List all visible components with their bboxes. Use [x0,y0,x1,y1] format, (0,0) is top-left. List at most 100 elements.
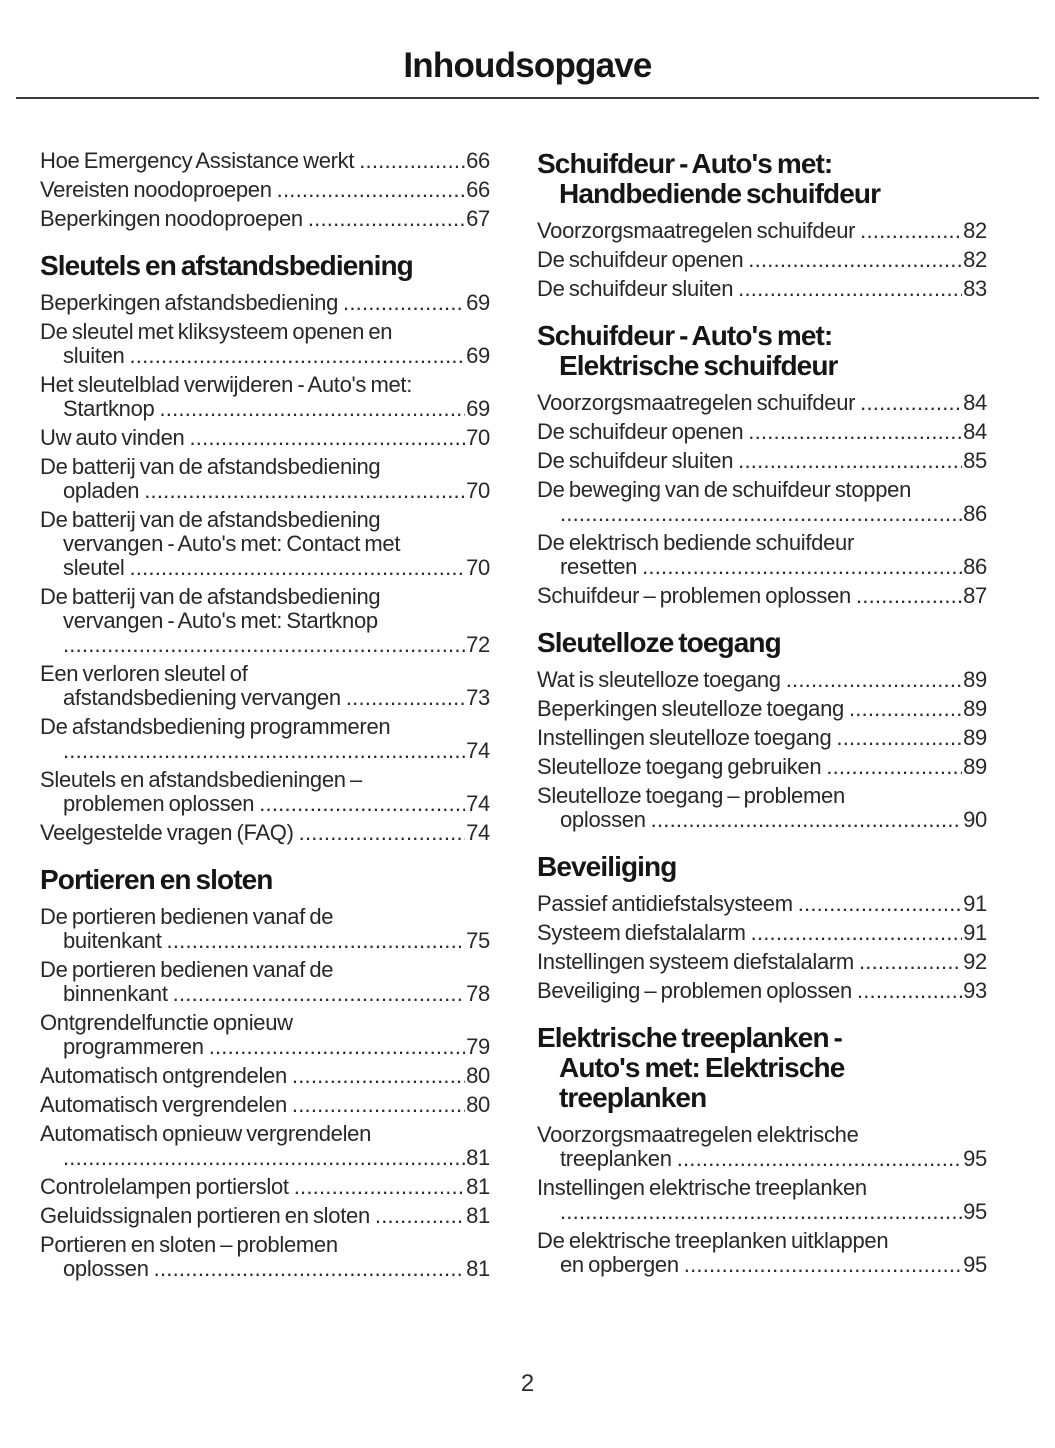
toc-entry-text: problemen oplossen [63,791,255,816]
toc-entry-text-line: De batterij van de afstandsbediening [40,454,381,479]
toc-entry: Schuifdeur – problemen oplossen.........… [537,584,987,608]
toc-entry-text-line: De elektrische treeplanken uitklappen [537,1228,889,1253]
toc-entry-page-number: 95 [963,1252,987,1277]
toc-entry-page-number: 67 [466,206,490,231]
toc-entry: De schuifdeur openen....................… [537,420,987,444]
toc-entry: Hoe Emergency Assistance werkt..........… [40,149,490,173]
page-number: 2 [520,1370,535,1397]
toc-entry-text: Wat is sleutelloze toegang [537,667,781,692]
toc-entry-text: resetten [560,554,638,579]
toc-entry-page-number: 86 [963,554,987,579]
toc-entry: Het sleutelblad verwijderen - Auto's met… [40,373,490,421]
toc-entry-text: sleutel [63,555,125,580]
dot-leader: ........................................… [860,219,962,243]
toc-entry-page-number: 89 [963,725,987,750]
section-heading: Portieren en sloten [40,865,490,895]
dot-leader: ........................................… [144,479,465,503]
toc-entry-last-line: afstandsbediening vervangen.............… [40,686,490,710]
dot-leader: ........................................… [836,726,963,750]
toc-entries-group: Hoe Emergency Assistance werkt..........… [40,149,490,231]
section-heading-line: Schuifdeur - Auto's met: [537,148,833,179]
toc-entry-page-number: 80 [466,1092,490,1117]
toc-column-right: Schuifdeur - Auto's met: Handbediende sch… [537,149,987,1286]
dot-leader: ........................................… [748,248,963,272]
toc-entry-text: Automatisch ontgrendelen [40,1063,287,1088]
toc-entry-page-number: 74 [466,820,490,845]
toc-entry-page-number: 75 [466,928,490,953]
toc-entry: Automatisch opnieuw vergrendelen........… [40,1122,490,1170]
section-heading-line: Sleutelloze toegang [537,627,782,658]
toc-entry-last-line: buitenkant..............................… [40,929,490,953]
toc-entry: Sleutelloze toegang – problemen oplossen.… [537,784,987,832]
toc-entry-last-line: Veelgestelde vragen (FAQ)...............… [40,821,490,845]
toc-entry: Voorzorgsmaatregelen elektrische treeplan… [537,1123,987,1171]
toc-entry-page-number: 81 [466,1203,490,1228]
dot-leader: ........................................… [642,555,962,579]
toc-entry-page-number: 66 [466,148,490,173]
toc-entry: De sleutel met kliksysteem openen en slui… [40,320,490,368]
toc-entry-text-line: vervangen - Auto's met: Contact met [63,531,401,556]
toc-entry-text: Instellingen systeem diefstalalarm [537,949,854,974]
toc-entry-last-line: Hoe Emergency Assistance werkt..........… [40,149,490,173]
toc-entry-page-number: 80 [466,1063,490,1088]
toc-entry: Portieren en sloten – problemen oplossen.… [40,1233,490,1281]
toc-entry-page-number: 66 [466,177,490,202]
toc-entry-page-number: 84 [963,390,987,415]
toc-entry-text-line: Een verloren sleutel of [40,661,248,686]
toc-entry-last-line: oplossen................................… [537,808,987,832]
toc-entry: Vereisten noodoproepen..................… [40,178,490,202]
toc-entry-last-line: ........................................… [40,739,490,763]
toc-entry-text-line: Instellingen elektrische treeplanken [537,1175,867,1200]
dot-leader: ........................................… [166,929,466,953]
dot-leader: ........................................… [826,755,962,779]
dot-leader: ........................................… [359,149,465,173]
toc-entry-last-line: ........................................… [40,1146,490,1170]
toc-entry-page-number: 79 [466,1034,490,1059]
dot-leader: ........................................… [560,502,962,526]
dot-leader: ........................................… [855,584,962,608]
toc-entry-text: treeplanken [560,1146,672,1171]
toc-entry-last-line: Controlelampen portierslot..............… [40,1175,490,1199]
toc-entry-last-line: Voorzorgsmaatregelen schuifdeur.........… [537,219,987,243]
toc-entry-text: afstandsbediening vervangen [63,685,341,710]
toc-entry: Instellingen sleutelloze toegang........… [537,726,987,750]
dot-leader: ........................................… [293,1175,465,1199]
dot-leader: ........................................… [858,950,962,974]
toc-entry-page-number: 91 [963,920,987,945]
toc-entry-text: programmeren [63,1034,204,1059]
toc-entry-last-line: ........................................… [537,502,987,526]
toc-entry-text-line: De portieren bedienen vanaf de [40,957,334,982]
toc-entry-text: buitenkant [63,928,162,953]
dot-leader: ........................................… [298,821,465,845]
toc-entry-last-line: Automatisch ontgrendelen................… [40,1064,490,1088]
section-heading: Sleutels en afstandsbediening [40,251,490,281]
toc-entry-last-line: oplossen................................… [40,1257,490,1281]
toc-entry-page-number: 89 [963,754,987,779]
toc-entry-page-number: 83 [963,276,987,301]
toc-entries-group: Voorzorgsmaatregelen elektrische treeplan… [537,1123,987,1277]
section-heading-line: Sleutels en afstandsbediening [40,250,414,281]
toc-entry: Een verloren sleutel of afstandsbediening… [40,662,490,710]
toc-entry-text: opladen [63,478,140,503]
toc-entry-text-line: Ontgrendelfunctie opnieuw [40,1010,293,1035]
toc-entry-last-line: Startknop...............................… [40,397,490,421]
toc-entry: De batterij van de afstandsbediening verv… [40,508,490,580]
dot-leader: ........................................… [738,449,962,473]
toc-columns: Hoe Emergency Assistance werkt..........… [0,99,1055,1286]
toc-entry-last-line: De schuifdeur openen....................… [537,248,987,272]
toc-entry-text: Passief antidiefstalsysteem [537,891,793,916]
toc-entry-last-line: opladen.................................… [40,479,490,503]
toc-entry: Passief antidiefstalsysteem.............… [537,892,987,916]
toc-entry-text: Uw auto vinden [40,425,185,450]
toc-entry-last-line: Wat is sleutelloze toegang..............… [537,668,987,692]
dot-leader: ........................................… [560,1200,962,1224]
toc-entry-text: Controlelampen portierslot [40,1174,289,1199]
toc-entry-text: Beveiliging – problemen oplossen [537,978,852,1003]
toc-entry-last-line: en opbergen.............................… [537,1253,987,1277]
toc-entry-text: Beperkingen afstandsbediening [40,290,339,315]
section-heading-line: Beveiliging [537,851,677,882]
toc-entry-text-line: De afstandsbediening programmeren [40,714,391,739]
section-heading: Elektrische treeplanken - Auto's met: Ele… [537,1023,987,1113]
dot-leader: ........................................… [291,1093,465,1117]
toc-entry-text-line: Sleutels en afstandsbedieningen – [40,767,362,792]
